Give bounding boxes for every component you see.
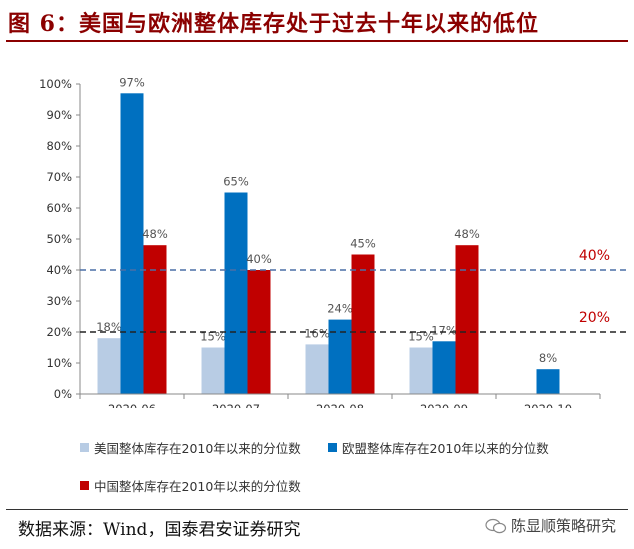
bar — [224, 192, 248, 394]
data-label: 17% — [431, 323, 457, 337]
x-tick-label: 2020-07 — [212, 402, 260, 408]
data-label: 40% — [246, 252, 272, 266]
data-label: 15% — [200, 330, 226, 344]
data-label: 18% — [96, 320, 122, 334]
bar — [247, 270, 271, 394]
data-label: 16% — [304, 326, 330, 340]
legend-item-eu: 欧盟整体库存在2010年以来的分位数 — [328, 438, 549, 457]
legend-swatch-eu — [328, 443, 337, 452]
data-label: 65% — [223, 175, 249, 189]
bar — [351, 254, 375, 394]
reference-line-label: 40% — [579, 248, 610, 264]
data-label: 48% — [454, 227, 480, 241]
bar-chart: 0%10%20%30%40%50%60%70%80%90%100%18%15% 1… — [39, 75, 628, 408]
y-tick-label: 60% — [46, 201, 72, 215]
bar — [97, 338, 121, 394]
watermark-text: 陈显顺策略研究 — [510, 517, 616, 535]
y-tick-label: 50% — [46, 232, 72, 246]
legend-label-cn: 中国整体库存在2010年以来的分位数 — [94, 479, 301, 494]
y-tick-label: 0% — [54, 387, 72, 401]
footer-divider — [6, 509, 628, 510]
y-tick-label: 40% — [46, 263, 72, 277]
x-tick-label: 2020-06 — [108, 402, 156, 408]
bar — [305, 344, 329, 394]
bar — [536, 369, 560, 394]
data-label: 48% — [142, 227, 168, 241]
data-label: 45% — [350, 237, 376, 251]
data-label: 97% — [119, 75, 145, 89]
bar — [328, 319, 352, 394]
figure-title: 图 6：美国与欧洲整体库存处于过去十年以来的低位 — [8, 11, 539, 37]
y-tick-label: 20% — [46, 325, 72, 339]
y-tick-label: 70% — [46, 170, 72, 184]
y-tick-label: 90% — [46, 108, 72, 122]
bar — [201, 347, 225, 394]
y-tick-label: 10% — [46, 356, 72, 370]
data-label: 8% — [539, 351, 557, 365]
legend-swatch-cn — [80, 481, 89, 490]
legend-label-us: 美国整体库存在2010年以来的分位数 — [94, 441, 301, 456]
x-tick-label: 2020-09 — [420, 402, 468, 408]
bar — [409, 347, 433, 394]
y-tick-label: 100% — [39, 77, 72, 91]
wechat-icon — [485, 518, 507, 533]
legend-label-eu: 欧盟整体库存在2010年以来的分位数 — [342, 441, 549, 456]
data-label: 15% — [408, 330, 434, 344]
title-divider — [6, 40, 628, 42]
x-tick-label: 2020-10 — [524, 402, 572, 408]
reference-line-label: 20% — [579, 310, 610, 326]
y-tick-label: 30% — [46, 294, 72, 308]
legend-item-cn: 中国整体库存在2010年以来的分位数 — [80, 476, 301, 495]
watermark: 陈显顺策略研究 — [485, 515, 616, 536]
bar — [143, 245, 167, 394]
y-tick-label: 80% — [46, 139, 72, 153]
legend-item-us: 美国整体库存在2010年以来的分位数 — [80, 438, 301, 457]
legend-swatch-us — [80, 443, 89, 452]
source-note: 数据来源：Wind，国泰君安证券研究 — [18, 520, 301, 540]
bar — [120, 93, 144, 395]
x-tick-label: 2020-08 — [316, 402, 364, 408]
data-label: 24% — [327, 302, 353, 316]
bar — [432, 341, 456, 394]
bar — [455, 245, 479, 394]
